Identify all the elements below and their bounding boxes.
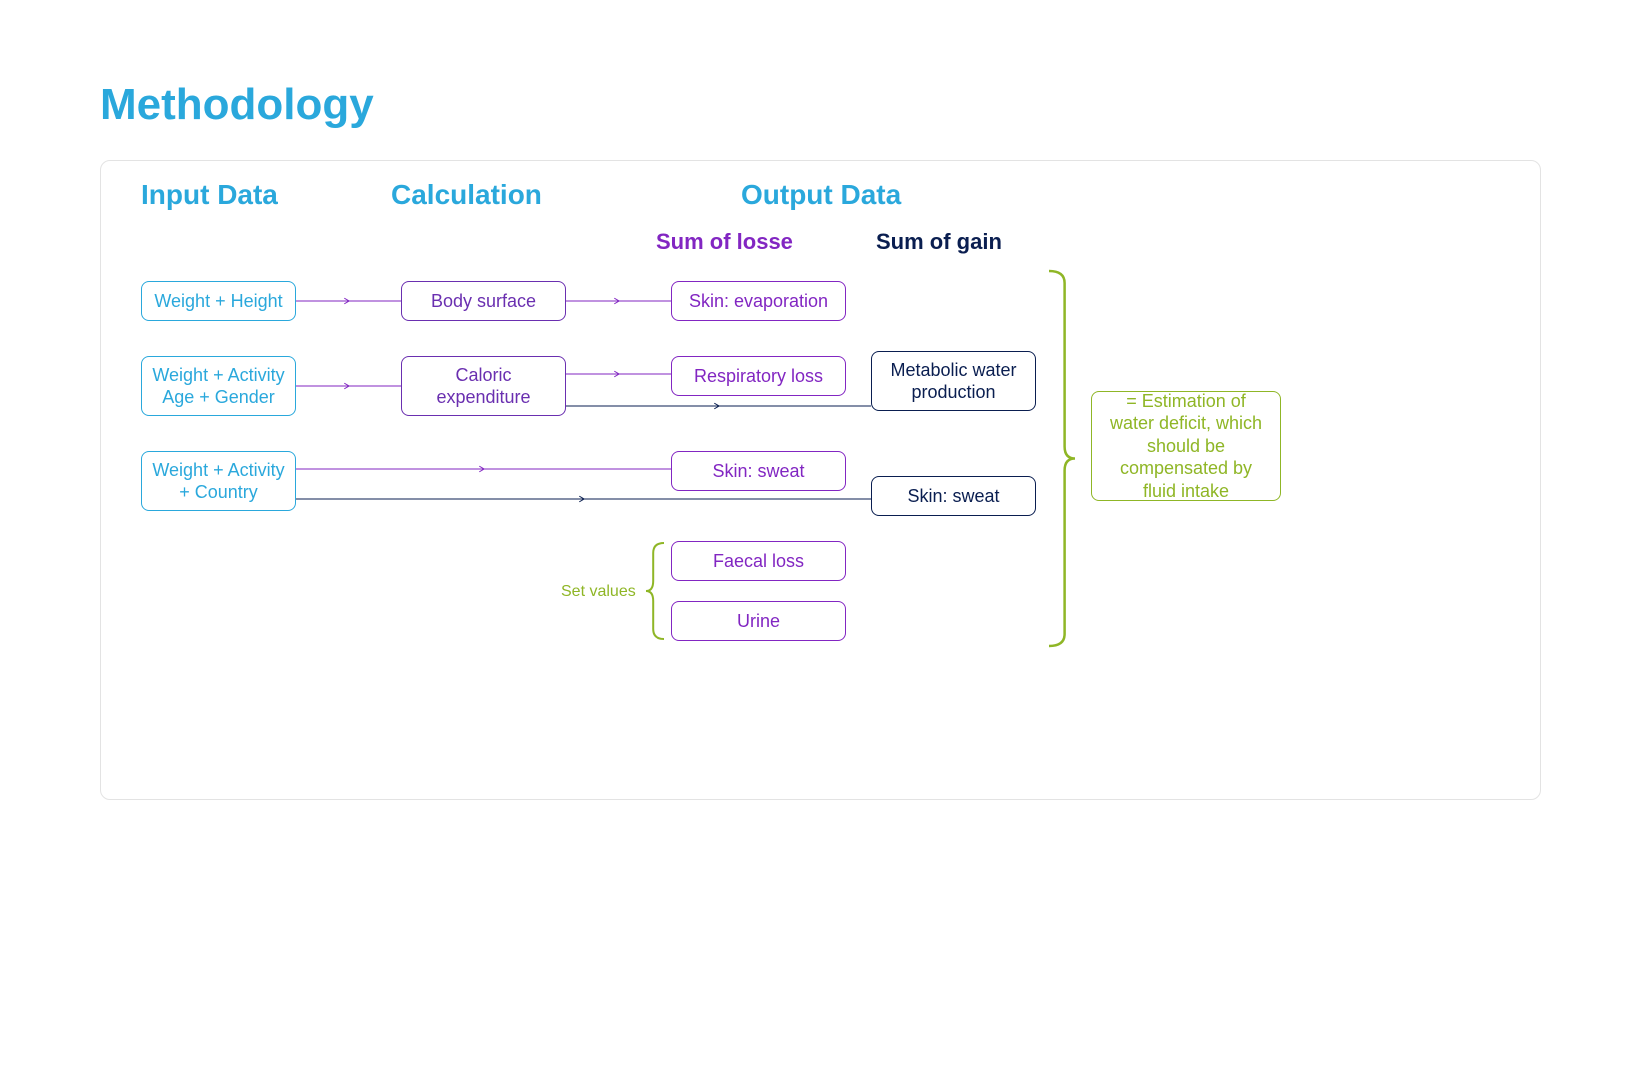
heading-output: Output Data bbox=[741, 179, 901, 211]
node-in3: Weight + Activity + Country bbox=[141, 451, 296, 511]
node-in2: Weight + Activity Age + Gender bbox=[141, 356, 296, 416]
node-gain2: Skin: sweat bbox=[871, 476, 1036, 516]
node-loss1: Skin: evaporation bbox=[671, 281, 846, 321]
node-result: = Estimation of water deficit, which sho… bbox=[1091, 391, 1281, 501]
set-values-label: Set values bbox=[561, 583, 636, 601]
subheading-loss: Sum of losse bbox=[656, 229, 793, 255]
methodology-frame: Input Data Calculation Output Data Sum o… bbox=[100, 160, 1541, 800]
node-gain1: Metabolic water production bbox=[871, 351, 1036, 411]
node-loss4: Faecal loss bbox=[671, 541, 846, 581]
node-loss2: Respiratory loss bbox=[671, 356, 846, 396]
subheading-gain: Sum of gain bbox=[876, 229, 1002, 255]
heading-input: Input Data bbox=[141, 179, 278, 211]
node-calc2: Caloric expenditure bbox=[401, 356, 566, 416]
heading-calc: Calculation bbox=[391, 179, 542, 211]
node-calc1: Body surface bbox=[401, 281, 566, 321]
node-loss5: Urine bbox=[671, 601, 846, 641]
node-in1: Weight + Height bbox=[141, 281, 296, 321]
page-title: Methodology bbox=[100, 80, 1541, 130]
node-loss3: Skin: sweat bbox=[671, 451, 846, 491]
